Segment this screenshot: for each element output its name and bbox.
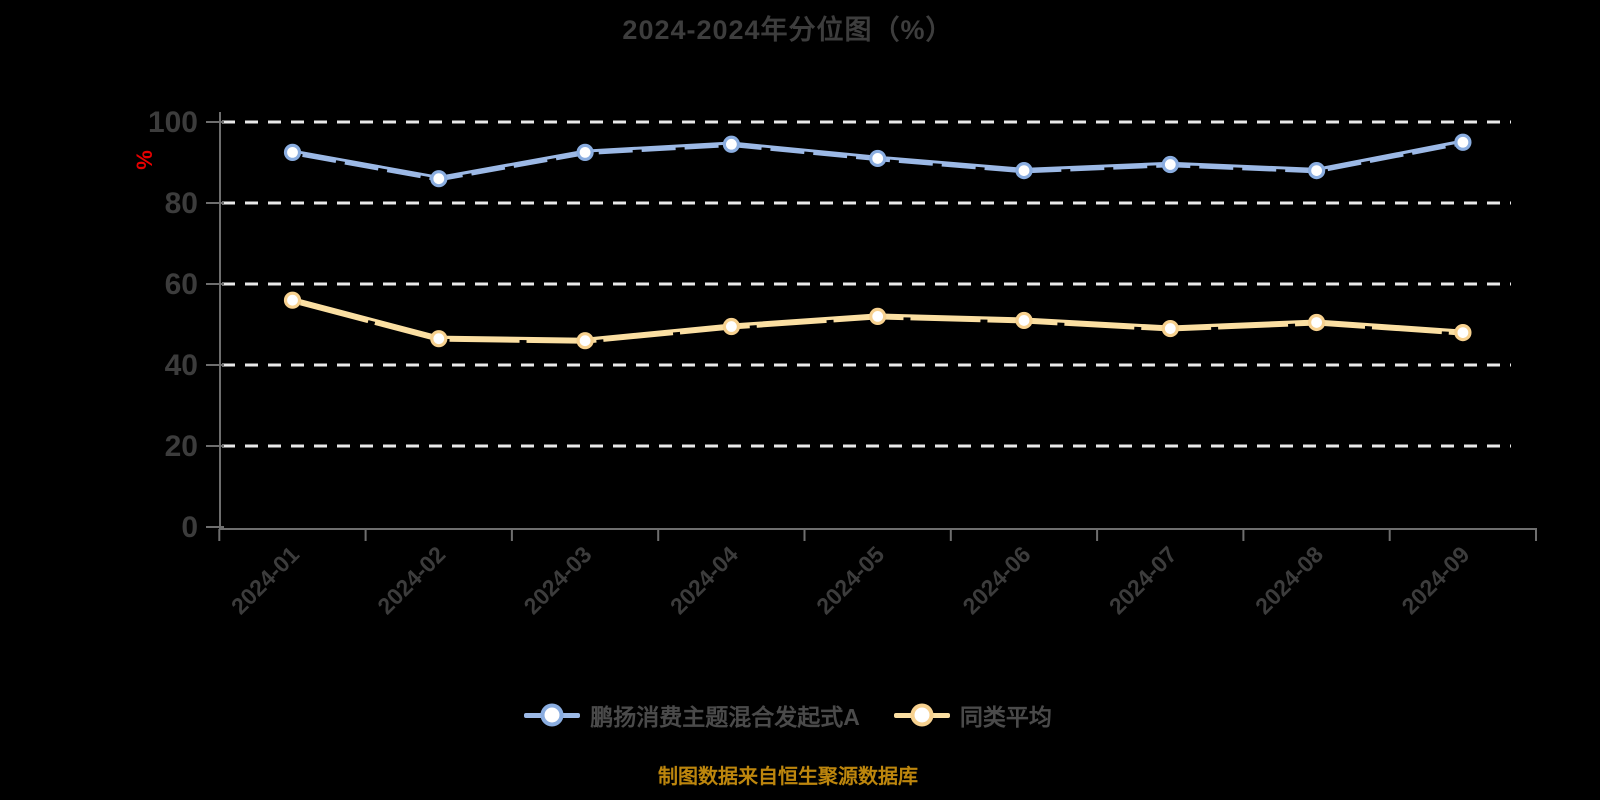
series-0 <box>283 133 1472 188</box>
y-axis-tick-labels: 0 20 40 60 80 100 <box>148 106 198 544</box>
x-tick-label: 2024-09 <box>1396 541 1474 619</box>
legend-circle <box>540 703 564 727</box>
data-point-marker <box>722 317 741 336</box>
data-point-marker <box>1454 133 1472 151</box>
x-tick-label: 2024-01 <box>226 541 304 619</box>
series-1 <box>283 291 1472 350</box>
data-point-marker <box>1307 162 1326 180</box>
data-point-marker <box>1161 155 1179 174</box>
legend-circle <box>910 703 934 727</box>
data-point-marker <box>576 143 594 161</box>
data-point-marker <box>722 135 741 153</box>
x-tick-label: 2024-06 <box>957 541 1035 619</box>
x-axis-tick-labels: 2024-01 2024-02 2024-03 2024-04 2024-05 2024-… <box>226 541 1474 619</box>
data-point-marker <box>1015 162 1033 180</box>
x-tick-label: 2024-04 <box>665 541 743 619</box>
data-source-note: 制图数据来自恒生聚源数据库 <box>658 766 918 788</box>
y-tick-label: 40 <box>165 349 198 382</box>
gridlines <box>206 120 1511 528</box>
x-tick-label: 2024-08 <box>1250 541 1328 619</box>
data-point-marker <box>430 170 448 188</box>
data-point-marker <box>869 149 887 168</box>
data-point-marker <box>1161 319 1179 338</box>
chart-title: 2024-2024年分位图（%） <box>622 15 954 45</box>
y-tick-label: 0 <box>181 511 198 544</box>
legend-marker-icon <box>893 701 950 729</box>
legend-item-1[interactable]: 同类平均 <box>893 698 1052 732</box>
axes <box>218 112 1537 541</box>
data-point-marker <box>869 307 887 325</box>
legend: 鹏扬消费主题混合发起式A 同类平均 <box>0 698 1576 732</box>
legend-label: 鹏扬消费主题混合发起式A <box>590 704 860 730</box>
y-tick-label: 60 <box>165 268 198 301</box>
x-tick-label: 2024-07 <box>1104 541 1182 619</box>
legend-item-0[interactable]: 鹏扬消费主题混合发起式A <box>524 698 860 732</box>
data-point-marker <box>283 291 302 309</box>
data-point-marker <box>430 330 448 348</box>
data-point-marker <box>283 143 302 161</box>
data-point-marker <box>1307 313 1326 332</box>
y-tick-label: 80 <box>165 187 198 220</box>
x-tick-label: 2024-02 <box>372 541 450 619</box>
x-tick-label: 2024-03 <box>519 541 597 619</box>
data-point-marker <box>576 332 594 350</box>
data-point-marker <box>1015 311 1033 330</box>
legend-marker-icon <box>524 701 581 729</box>
x-tick-label: 2024-05 <box>811 541 889 619</box>
y-tick-label: 20 <box>165 430 198 463</box>
legend-label: 同类平均 <box>959 704 1052 730</box>
data-point-marker <box>1454 324 1472 342</box>
y-tick-label: 100 <box>148 106 198 139</box>
